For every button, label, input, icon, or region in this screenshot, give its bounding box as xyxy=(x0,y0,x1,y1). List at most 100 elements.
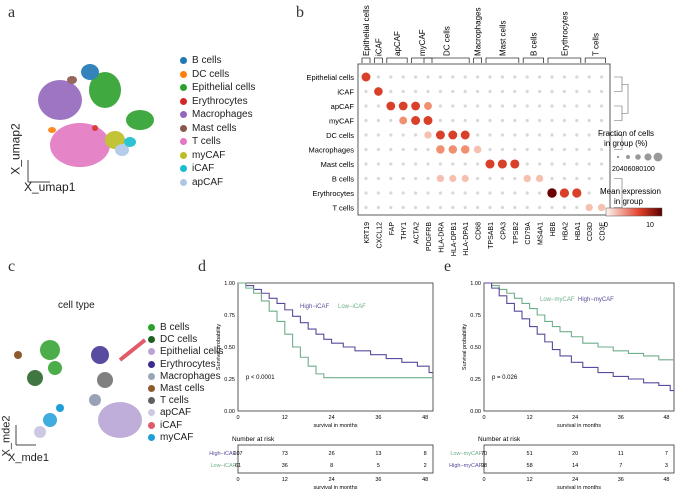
km-risk-xtick: 36 xyxy=(618,477,624,483)
dotplot-expression-dot xyxy=(424,102,432,110)
dotplot-dot xyxy=(525,191,529,195)
panel-letter-b: b xyxy=(296,4,304,21)
dotplot-dot xyxy=(438,118,442,123)
dotplot-gene-label: ACTA2 xyxy=(414,222,421,244)
dotplot-dot xyxy=(538,89,542,94)
dotplot-expression-dot xyxy=(361,72,371,82)
mde-legend-label: Mast cells xyxy=(160,383,205,394)
mde-cluster-apcaf xyxy=(34,426,46,438)
dotplot-dot xyxy=(562,133,566,137)
km-ytick: 1.00 xyxy=(470,281,481,287)
color-legend-title: Mean expression xyxy=(600,187,661,196)
dotplot-dot xyxy=(463,191,467,195)
mde-cluster-mast xyxy=(14,351,22,359)
dotplot-dot xyxy=(562,147,566,152)
dotplot-gene-label: MS4A1 xyxy=(538,222,545,245)
umap-legend-swatch xyxy=(180,57,187,64)
dotplot-dot xyxy=(401,133,405,137)
umap-legend-label: B cells xyxy=(192,55,222,66)
umap-legend-label: DC cells xyxy=(192,68,230,80)
km-plot-mycaf: 0.00 0.25 0.50 0.75 1.00 0 12 24 36 48 survival in… xyxy=(449,281,675,491)
dotplot-dot xyxy=(575,162,579,166)
km-risk-xtick: 24 xyxy=(329,477,335,483)
dotplot-gene-label: HLA-DPB1 xyxy=(451,222,458,256)
mde-cluster-erythro xyxy=(91,346,109,364)
dotplot-dot xyxy=(600,162,604,166)
dotplot-dot xyxy=(488,133,492,137)
dotplot-dot xyxy=(562,118,566,123)
mde-legend-item: iCAF xyxy=(148,420,182,431)
mde-legend-swatch xyxy=(148,372,155,380)
dotplot-dot xyxy=(550,75,554,79)
dotplot-dot xyxy=(538,104,542,108)
dotplot-dot xyxy=(476,118,480,123)
dotplot-expression-dot xyxy=(435,130,445,140)
umap-legend-swatch xyxy=(180,84,187,91)
km-pvalue: p = 0.026 xyxy=(492,375,518,381)
dotplot-dot xyxy=(500,133,504,137)
dotplot-dot xyxy=(500,89,504,94)
panel-letter-e: e xyxy=(444,258,452,275)
km-frame xyxy=(483,282,675,412)
gene-group-bracket: apCAF xyxy=(386,31,408,63)
dotplot-dot xyxy=(575,118,579,123)
km-legend-item: High−myCAF xyxy=(578,297,614,303)
umap-legend-swatch xyxy=(180,124,187,132)
umap-legend-label: T cells xyxy=(192,136,221,147)
mde-legend-swatch xyxy=(148,397,155,405)
dotplot-dot xyxy=(389,147,393,152)
km-risk-value: 8 xyxy=(424,451,427,457)
km-risk-xtick: 48 xyxy=(663,477,669,483)
gene-group-label: Macrophages xyxy=(474,8,483,56)
dotplot-dot xyxy=(414,75,418,79)
mde-xlabel: X_mde1 xyxy=(8,452,49,464)
dotplot-dot xyxy=(550,118,554,123)
dotplot-dot xyxy=(364,147,368,152)
dotplot-expression-dot xyxy=(585,203,593,212)
dotplot-dot xyxy=(376,133,380,137)
dotplot-dot xyxy=(376,176,380,181)
mde-legend-label: iCAF xyxy=(160,419,183,431)
dotplot-expression-dot xyxy=(559,188,570,198)
umap-legend-swatch xyxy=(180,151,187,159)
dotplot-dot xyxy=(513,133,517,137)
km-risk-value: 58 xyxy=(527,463,533,469)
km-risk-xtick: 36 xyxy=(375,477,381,483)
mde-scatter xyxy=(14,338,147,446)
dotplot-dot xyxy=(562,205,566,210)
mde-legend-label: Epithelial cells xyxy=(160,346,224,358)
dotplot-dot xyxy=(463,75,467,79)
dotplot-dot xyxy=(376,147,380,152)
km-ytick: 0.75 xyxy=(224,313,235,319)
dotplot-gene-label: CPA3 xyxy=(500,222,507,240)
dotplot-dot xyxy=(562,176,566,181)
umap-legend-item: B cells xyxy=(180,55,221,66)
dotplot-dot xyxy=(550,89,554,94)
dotplot-dot xyxy=(401,191,405,195)
km-curve xyxy=(238,282,433,379)
mde-cluster-epithelial xyxy=(98,402,142,438)
km-risk-value: 51 xyxy=(527,451,533,457)
dotplot-dot xyxy=(550,147,554,152)
dotplot-expression-dot xyxy=(449,174,457,183)
km-xtick: 12 xyxy=(527,415,533,421)
km-risk-label: High−iCAF xyxy=(209,451,236,457)
dotplot-dot xyxy=(587,118,591,123)
mde-legend-item: Erythrocytes xyxy=(148,359,216,370)
cluster-dc xyxy=(48,127,56,133)
km-risk-value: 98 xyxy=(481,463,487,469)
km-frame xyxy=(237,282,434,412)
dotplot-expression-dot xyxy=(473,145,482,154)
mde-title: cell type xyxy=(58,300,95,311)
km-risk-value: 3 xyxy=(665,463,668,469)
dotplot-dot xyxy=(587,75,591,79)
mde-legend-label: DC cells xyxy=(160,334,198,346)
dotplot-expression-dot xyxy=(399,116,408,125)
dotplot-gene-label: CXCL12 xyxy=(376,222,383,249)
gene-group-bracket: T cells xyxy=(584,33,606,63)
dotplot-dot xyxy=(525,147,529,152)
dotplot-dot xyxy=(525,205,529,210)
dotplot-dot xyxy=(451,191,455,195)
dotplot-dot xyxy=(463,162,467,166)
km-risk-value: 5 xyxy=(377,463,380,469)
